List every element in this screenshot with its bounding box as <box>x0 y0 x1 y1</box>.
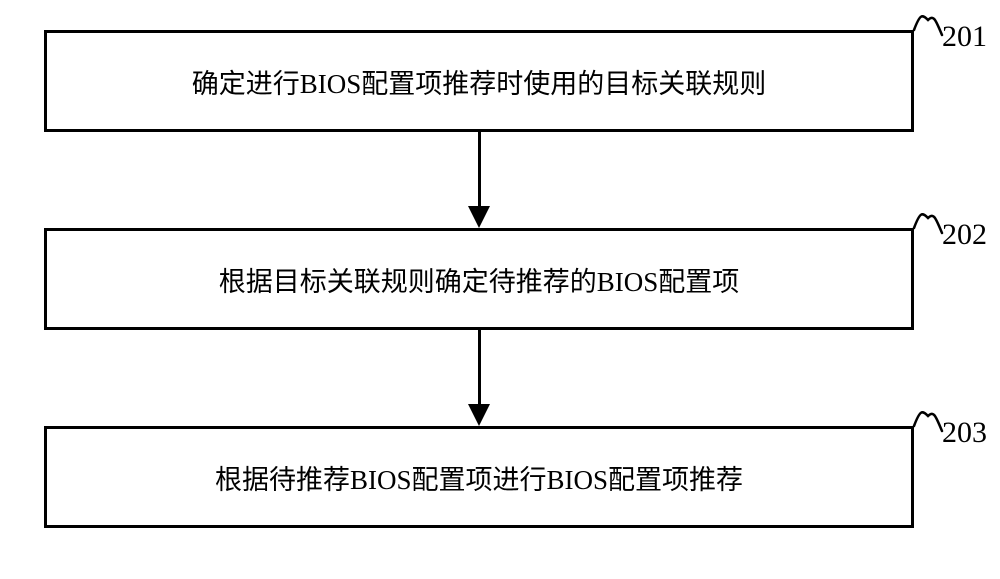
flowchart-node-n2: 根据目标关联规则确定待推荐的BIOS配置项 <box>44 228 914 330</box>
step-number-label: 202 <box>942 218 987 252</box>
flowchart-canvas: 确定进行BIOS配置项推荐时使用的目标关联规则根据目标关联规则确定待推荐的BIO… <box>0 0 1000 579</box>
flowchart-node-n3: 根据待推荐BIOS配置项进行BIOS配置项推荐 <box>44 426 914 528</box>
step-number-label: 203 <box>942 416 987 450</box>
flowchart-arrow-head <box>468 404 490 426</box>
flowchart-node-text: 根据待推荐BIOS配置项进行BIOS配置项推荐 <box>215 458 743 497</box>
flowchart-node-text: 确定进行BIOS配置项推荐时使用的目标关联规则 <box>192 62 767 101</box>
flowchart-node-n1: 确定进行BIOS配置项推荐时使用的目标关联规则 <box>44 30 914 132</box>
flowchart-arrow <box>478 330 481 406</box>
flowchart-arrow <box>478 132 481 208</box>
flowchart-node-text: 根据目标关联规则确定待推荐的BIOS配置项 <box>219 260 740 299</box>
flowchart-arrow-head <box>468 206 490 228</box>
step-number-label: 201 <box>942 20 987 54</box>
